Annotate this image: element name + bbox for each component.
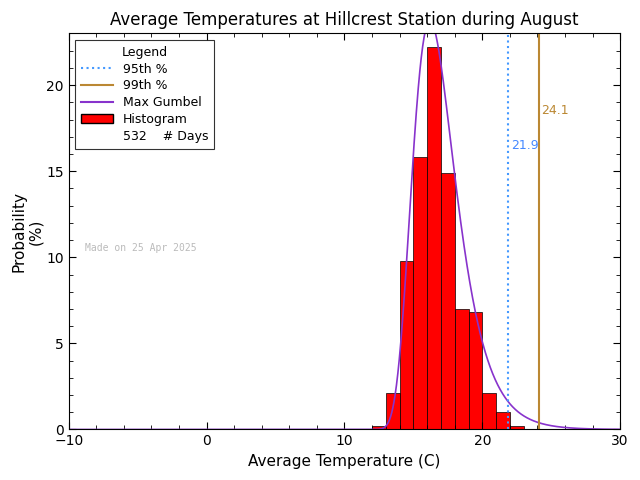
Text: Made on 25 Apr 2025: Made on 25 Apr 2025 — [85, 243, 197, 253]
Bar — [510, 426, 524, 430]
Text: 21.9: 21.9 — [511, 139, 539, 152]
Bar — [496, 412, 510, 430]
Legend: 95th %, 99th %, Max Gumbel, Histogram, 532    # Days: 95th %, 99th %, Max Gumbel, Histogram, 5… — [75, 40, 214, 149]
Y-axis label: Probability
(%): Probability (%) — [11, 191, 44, 272]
Bar — [455, 309, 468, 430]
Title: Average Temperatures at Hillcrest Station during August: Average Temperatures at Hillcrest Statio… — [110, 11, 579, 29]
Bar — [427, 47, 441, 430]
X-axis label: Average Temperature (C): Average Temperature (C) — [248, 454, 441, 469]
Bar — [441, 173, 455, 430]
Bar — [413, 157, 427, 430]
Bar — [483, 393, 496, 430]
Text: 24.1: 24.1 — [541, 105, 569, 118]
Bar — [399, 261, 413, 430]
Bar — [468, 312, 483, 430]
Bar — [386, 393, 399, 430]
Bar — [372, 426, 386, 430]
